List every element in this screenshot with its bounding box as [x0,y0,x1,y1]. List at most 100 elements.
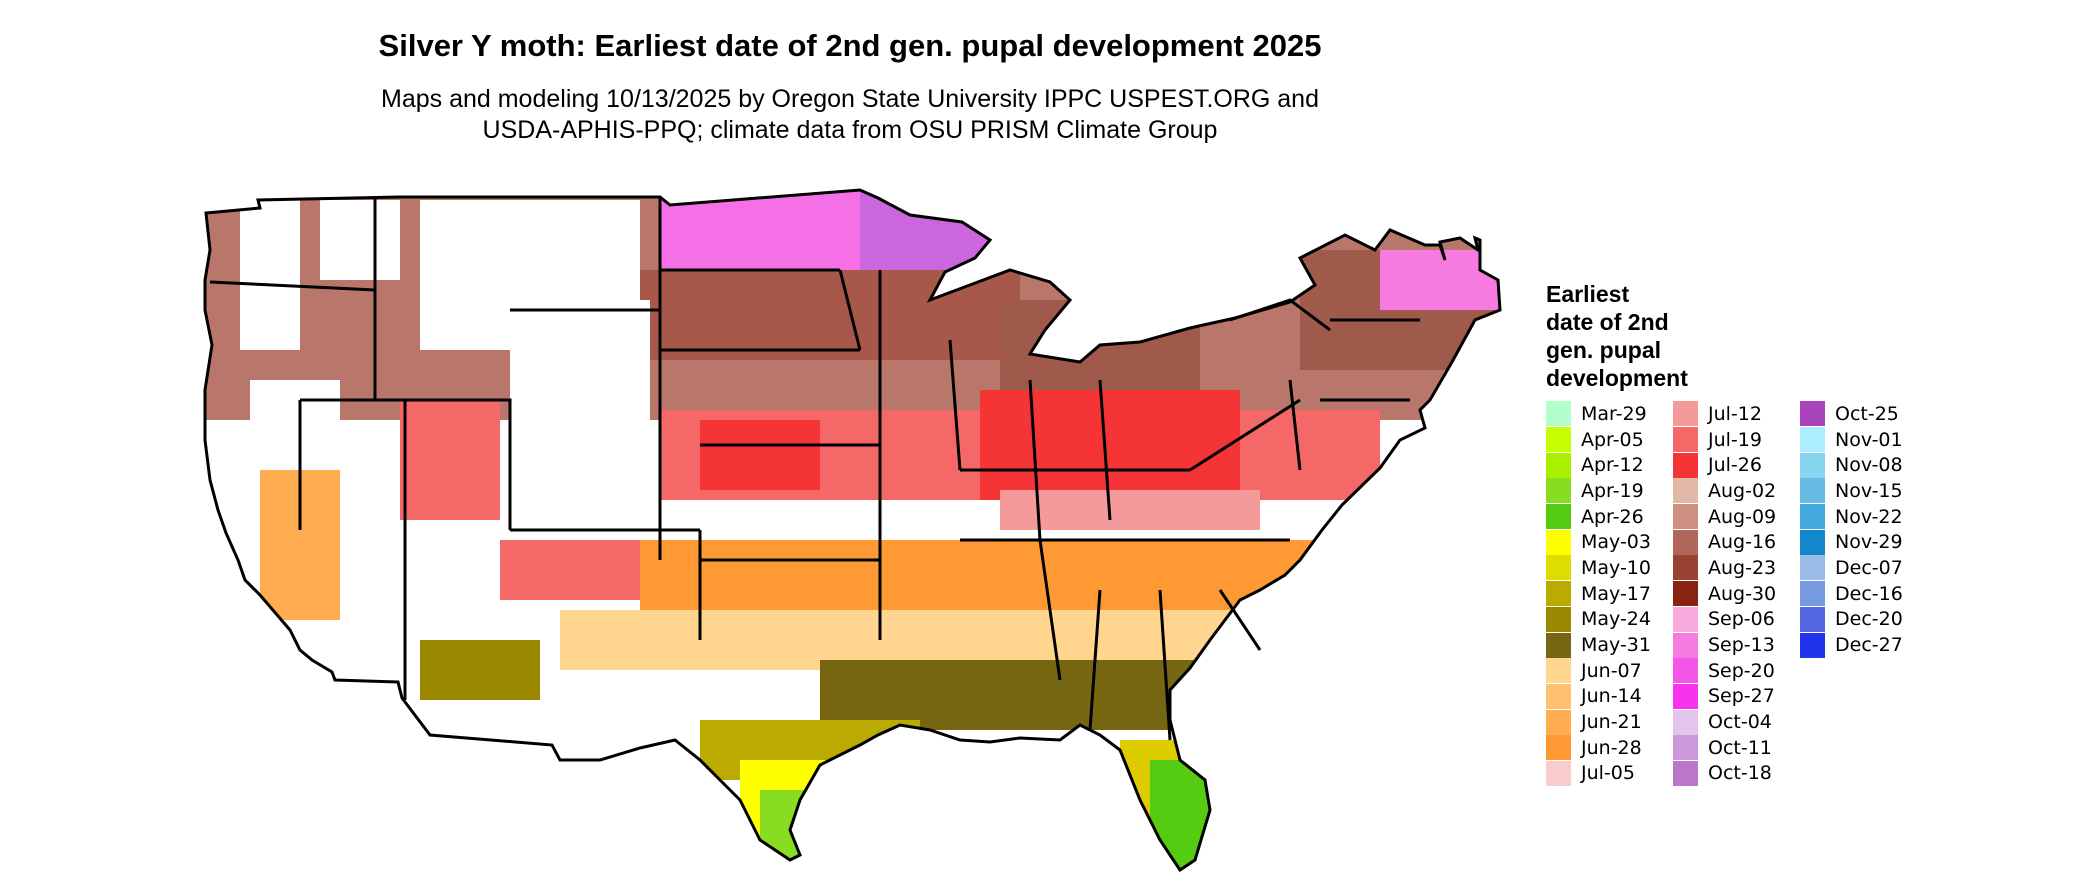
legend-label: Jun-14 [1581,685,1642,708]
legend-title-line: date of 2nd [1546,309,1669,335]
legend-swatch [1546,555,1571,581]
legend-label: Jul-05 [1581,762,1635,785]
subtitle-line-2: USDA-APHIS-PPQ; climate data from OSU PR… [482,116,1218,144]
legend-swatch [1673,452,1698,478]
legend-label: Dec-20 [1835,608,1903,631]
legend-swatch [1673,581,1698,607]
legend-label: Oct-11 [1708,736,1772,759]
legend-label: May-03 [1581,531,1651,554]
legend-item: May-10 [1546,555,1651,581]
legend-swatch [1673,529,1698,555]
legend-item: Sep-20 [1673,658,1776,684]
legend-swatch [1673,658,1698,684]
legend-label: Apr-05 [1581,428,1644,451]
legend-item: Jun-21 [1546,709,1651,735]
legend-item: Jul-12 [1673,401,1776,427]
legend-item: Oct-11 [1673,735,1776,761]
legend-title-line: development [1546,365,1688,391]
legend-swatch [1800,452,1825,478]
legend-swatch [1673,504,1698,530]
legend-swatch [1673,632,1698,658]
legend-label: Nov-22 [1835,505,1903,528]
legend-swatch [1546,401,1571,427]
legend-label: May-17 [1581,582,1651,605]
legend-swatch [1546,581,1571,607]
legend-swatch [1673,606,1698,632]
legend-label: Apr-19 [1581,479,1644,502]
legend-swatch [1546,760,1571,786]
map-subtitle: Maps and modeling 10/13/2025 by Oregon S… [0,84,1700,146]
legend-swatch [1546,658,1571,684]
legend-item: Nov-01 [1800,427,1903,453]
legend-swatch [1673,735,1698,761]
legend-label: Nov-15 [1835,479,1903,502]
legend-item: Aug-09 [1673,504,1776,530]
legend-item: Aug-23 [1673,555,1776,581]
legend-swatch [1673,478,1698,504]
legend-swatch [1673,555,1698,581]
legend-item: Apr-05 [1546,427,1651,453]
legend-item: Nov-29 [1800,529,1903,555]
legend-label: Aug-09 [1708,505,1777,528]
legend-item: Jul-26 [1673,452,1776,478]
legend-label: Sep-13 [1708,634,1775,657]
legend-item: Jun-28 [1546,735,1651,761]
map-title: Silver Y moth: Earliest date of 2nd gen.… [378,28,1322,63]
legend-item: Apr-19 [1546,478,1651,504]
legend-swatch [1546,504,1571,530]
legend-column: Oct-25 Nov-01 Nov-08 Nov-15 Nov-22 Nov-29 Dec-… [1800,401,1903,658]
legend-label: Dec-16 [1835,582,1903,605]
legend-item: Oct-04 [1673,709,1776,735]
legend-swatch [1673,709,1698,735]
legend-swatch [1800,529,1825,555]
legend-item: Jul-19 [1673,427,1776,453]
legend-label: Aug-30 [1708,582,1777,605]
legend-swatch [1800,555,1825,581]
legend-label: May-24 [1581,608,1651,631]
legend-item: Aug-16 [1673,529,1776,555]
legend-label: May-10 [1581,556,1651,579]
legend-label: Sep-27 [1708,685,1775,708]
legend-item: Apr-26 [1546,504,1651,530]
legend-title-line: Earliest [1546,281,1630,307]
legend-item: Dec-20 [1800,606,1903,633]
legend-label: Apr-12 [1581,454,1644,477]
legend-item: Apr-12 [1546,452,1651,478]
legend-item: Sep-06 [1673,606,1776,633]
legend-label: Sep-20 [1708,659,1775,682]
state-boundaries [203,188,1502,872]
legend-title-line: gen. pupal [1546,337,1661,363]
legend-item: Jul-05 [1546,760,1651,787]
legend-item: Sep-13 [1673,632,1776,658]
legend-item: Aug-30 [1673,581,1776,607]
legend-swatch [1546,529,1571,555]
legend-label: Aug-02 [1708,479,1777,502]
legend-item: Mar-29 [1546,401,1651,427]
legend-label: Dec-27 [1835,634,1903,657]
legend-label: Aug-23 [1708,556,1777,579]
legend-label: Nov-08 [1835,454,1903,477]
legend-label: Apr-26 [1581,505,1644,528]
subtitle-line-1: Maps and modeling 10/13/2025 by Oregon S… [381,85,1319,113]
legend-label: Jun-21 [1581,711,1642,734]
legend-item: May-31 [1546,632,1651,658]
legend-label: May-31 [1581,634,1651,657]
legend-item: Dec-16 [1800,581,1903,607]
legend-swatch [1546,632,1571,658]
legend-item: Dec-07 [1800,555,1903,581]
legend-item: May-17 [1546,581,1651,607]
legend-label: Jul-26 [1708,454,1762,477]
legend-item: Oct-18 [1673,760,1776,787]
us-degree-day-map [203,188,1502,872]
legend-item: Oct-25 [1800,401,1903,427]
legend-label: Oct-04 [1708,711,1772,734]
legend-swatch [1673,760,1698,786]
legend-label: Oct-18 [1708,762,1772,785]
legend-swatch [1546,735,1571,761]
legend-item: Dec-27 [1800,632,1903,658]
legend-label: Nov-29 [1835,531,1903,554]
legend-item: May-03 [1546,529,1651,555]
legend-item: Sep-27 [1673,683,1776,710]
legend-swatch [1673,427,1698,453]
legend-label: Dec-07 [1835,556,1903,579]
